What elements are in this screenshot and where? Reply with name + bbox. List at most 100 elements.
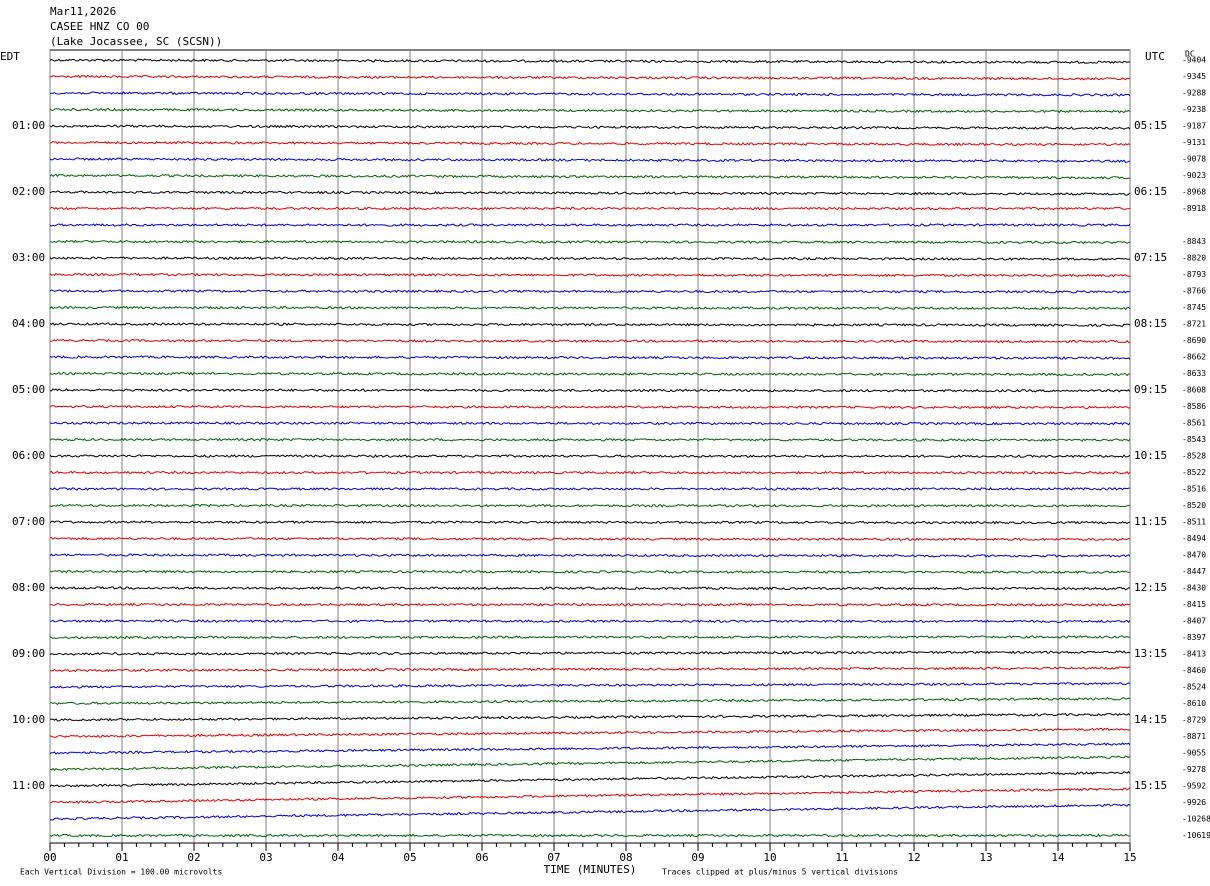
trace xyxy=(49,520,1131,525)
dc-value: -8820 xyxy=(1182,254,1206,263)
trace xyxy=(49,586,1130,591)
trace xyxy=(49,742,1131,755)
edt-label: 09:00 xyxy=(12,647,45,660)
edt-label: 07:00 xyxy=(12,515,45,528)
trace xyxy=(49,833,1131,838)
utc-label: 11:15 xyxy=(1134,515,1167,528)
x-tick-label: 01 xyxy=(115,851,128,864)
dc-label: DC xyxy=(1185,50,1195,59)
dc-value: -9023 xyxy=(1182,171,1206,180)
x-tick-label: 06 xyxy=(475,851,488,864)
edt-label: 10:00 xyxy=(12,713,45,726)
dc-value: -9404 xyxy=(1182,56,1206,65)
utc-label: 06:15 xyxy=(1134,185,1167,198)
utc-label: 08:15 xyxy=(1134,317,1167,330)
dc-value: -8721 xyxy=(1182,320,1206,329)
utc-label: 15:15 xyxy=(1134,779,1167,792)
dc-value: -8415 xyxy=(1182,600,1206,609)
dc-value: -9131 xyxy=(1182,138,1206,147)
trace xyxy=(49,421,1131,426)
trace xyxy=(49,437,1131,442)
trace xyxy=(49,206,1131,211)
edt-label: 03:00 xyxy=(12,251,45,264)
trace xyxy=(49,454,1131,458)
x-tick-label: 00 xyxy=(43,851,56,864)
utc-label: 14:15 xyxy=(1134,713,1167,726)
trace xyxy=(49,289,1131,294)
location: (Lake Jocassee, SC (SCSN)) xyxy=(50,35,222,48)
x-tick-label: 04 xyxy=(331,851,345,864)
x-tick-label: 13 xyxy=(979,851,992,864)
edt-label: 02:00 xyxy=(12,185,45,198)
dc-value: -9055 xyxy=(1182,749,1206,758)
trace xyxy=(49,553,1131,558)
trace xyxy=(49,771,1131,788)
trace xyxy=(49,650,1131,656)
dc-value: -8522 xyxy=(1182,468,1206,477)
x-tick-label: 15 xyxy=(1123,851,1136,864)
dc-value: -8729 xyxy=(1182,716,1206,725)
trace xyxy=(49,190,1131,196)
dc-value: -8447 xyxy=(1182,567,1206,576)
dc-value: -8843 xyxy=(1182,237,1206,246)
dc-value: -8586 xyxy=(1182,402,1206,411)
dc-value: -9187 xyxy=(1182,122,1206,131)
dc-value: -9345 xyxy=(1182,72,1206,81)
dc-value: -8397 xyxy=(1182,633,1206,642)
trace xyxy=(49,58,1131,64)
dc-value: -8524 xyxy=(1182,683,1206,692)
utc-label: 05:15 xyxy=(1134,119,1167,132)
x-tick-label: 11 xyxy=(835,851,848,864)
trace xyxy=(49,107,1131,114)
trace xyxy=(49,74,1131,81)
trace xyxy=(49,140,1131,147)
trace xyxy=(49,712,1131,722)
trace xyxy=(49,635,1131,640)
edt-label: 11:00 xyxy=(12,779,45,792)
dc-value: -9238 xyxy=(1182,105,1206,114)
utc-label: 13:15 xyxy=(1134,647,1167,660)
x-tick-label: 03 xyxy=(259,851,272,864)
dc-value: -10619 xyxy=(1182,831,1210,840)
trace xyxy=(49,305,1131,311)
x-tick-label: 08 xyxy=(619,851,632,864)
trace xyxy=(49,470,1131,475)
trace xyxy=(49,487,1131,491)
dc-value: -8918 xyxy=(1182,204,1206,213)
dc-value: -10268 xyxy=(1182,815,1210,824)
dc-value: -8430 xyxy=(1182,584,1206,593)
edt-label: 08:00 xyxy=(12,581,45,594)
chart-title: Mar11,2026 xyxy=(50,5,116,18)
trace xyxy=(49,124,1131,130)
trace xyxy=(49,727,1131,739)
utc-label: 07:15 xyxy=(1134,251,1167,264)
dc-value: -8690 xyxy=(1182,336,1206,345)
utc-label: 09:15 xyxy=(1134,383,1167,396)
x-tick-label: 12 xyxy=(907,851,920,864)
dc-value: -8407 xyxy=(1182,617,1206,626)
left-axis-label: EDT xyxy=(0,50,20,63)
edt-label: 05:00 xyxy=(12,383,45,396)
dc-value: -8470 xyxy=(1182,551,1206,560)
trace xyxy=(50,666,1131,673)
station: CASEE HNZ CO 00 xyxy=(50,20,149,33)
x-tick-label: 02 xyxy=(187,851,200,864)
note: Traces clipped at plus/minus 5 vertical … xyxy=(662,868,898,877)
dc-value: -8413 xyxy=(1182,650,1206,659)
x-tick-label: 07 xyxy=(547,851,560,864)
dc-value: -8520 xyxy=(1182,501,1206,510)
trace xyxy=(49,755,1131,772)
dc-value: -8608 xyxy=(1182,386,1206,395)
x-tick-label: 14 xyxy=(1051,851,1065,864)
dc-value: -8610 xyxy=(1182,699,1206,708)
dc-value: -8793 xyxy=(1182,270,1206,279)
trace xyxy=(49,272,1131,278)
dc-value: -9078 xyxy=(1182,155,1206,164)
trace xyxy=(49,682,1131,689)
plot-frame xyxy=(49,49,1131,844)
trace xyxy=(49,223,1131,227)
dc-value: -8528 xyxy=(1182,452,1206,461)
trace xyxy=(49,569,1131,575)
trace xyxy=(49,355,1131,360)
